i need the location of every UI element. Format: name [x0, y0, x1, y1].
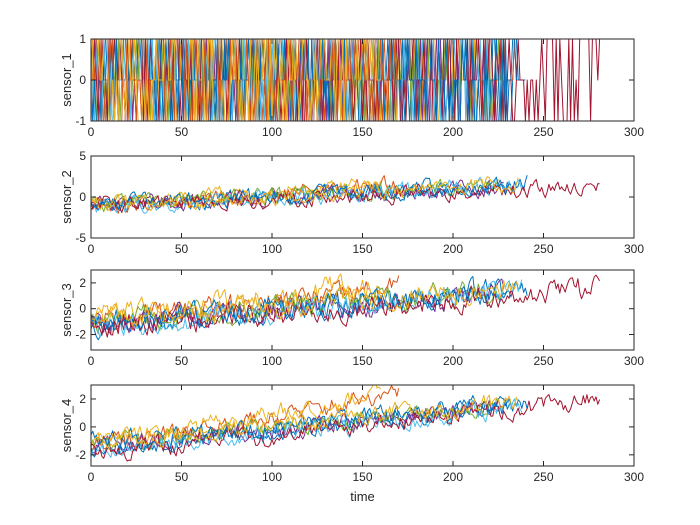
y-tick-label: -1: [75, 114, 86, 128]
series-line-6: [91, 279, 523, 338]
x-tick-label: 50: [175, 242, 189, 256]
x-tick-label: 250: [533, 125, 553, 139]
series-group: [91, 175, 600, 214]
x-tick-label: 300: [624, 354, 644, 368]
x-tick-label: 100: [262, 242, 282, 256]
x-tick-label: 150: [352, 125, 372, 139]
x-tick-label: 150: [352, 242, 372, 256]
y-tick-label: -2: [75, 328, 86, 342]
y-tick-label: 1: [79, 32, 86, 46]
x-tick-label: 250: [533, 242, 553, 256]
y-tick-label: -5: [75, 231, 86, 245]
y-tick-label: 0: [79, 73, 86, 87]
x-tick-label: 50: [175, 354, 189, 368]
series-line-7: [91, 394, 601, 462]
series-line-8: [91, 39, 517, 121]
x-tick-label: 250: [533, 470, 553, 484]
x-tick-label: 100: [262, 354, 282, 368]
x-tick-label: 50: [175, 125, 189, 139]
y-tick-label: 2: [79, 276, 86, 290]
x-tick-label: 100: [262, 470, 282, 484]
x-tick-label: 300: [624, 242, 644, 256]
y-tick-label: 5: [79, 149, 86, 163]
series-line-9: [91, 176, 519, 211]
y-axis-label: sensor_2: [59, 170, 74, 223]
series-group: [91, 39, 601, 121]
series-line-7: [91, 179, 600, 213]
x-tick-label: 200: [443, 242, 463, 256]
x-tick-label: 0: [88, 470, 95, 484]
series-line-3: [91, 385, 381, 449]
x-tick-label: 200: [443, 354, 463, 368]
x-axis-label: time: [350, 489, 375, 504]
x-tick-label: 150: [352, 354, 372, 368]
x-tick-label: 300: [624, 470, 644, 484]
x-tick-label: 150: [352, 470, 372, 484]
y-tick-label: 0: [79, 420, 86, 434]
series-group: [91, 273, 601, 341]
x-tick-label: 200: [443, 125, 463, 139]
series-group: [91, 385, 601, 462]
series-line-4: [91, 278, 505, 334]
x-tick-label: 0: [88, 354, 95, 368]
x-tick-label: 0: [88, 242, 95, 256]
x-tick-label: 250: [533, 354, 553, 368]
x-tick-label: 0: [88, 125, 95, 139]
y-axis-label: sensor_4: [59, 399, 74, 452]
y-tick-label: -2: [75, 448, 86, 462]
series-line-9: [91, 394, 519, 450]
y-axis-label: sensor_1: [59, 53, 74, 106]
x-tick-label: 100: [262, 125, 282, 139]
x-tick-label: 300: [624, 125, 644, 139]
series-line-2: [91, 385, 400, 451]
x-tick-label: 50: [175, 470, 189, 484]
series-line-8: [91, 278, 511, 332]
y-axis-label: sensor_3: [59, 283, 74, 336]
y-tick-label: 0: [79, 302, 86, 316]
series-line-7: [91, 274, 601, 338]
y-tick-label: 2: [79, 392, 86, 406]
series-line-9: [91, 279, 519, 327]
y-tick-label: 0: [79, 190, 86, 204]
x-tick-label: 200: [443, 470, 463, 484]
